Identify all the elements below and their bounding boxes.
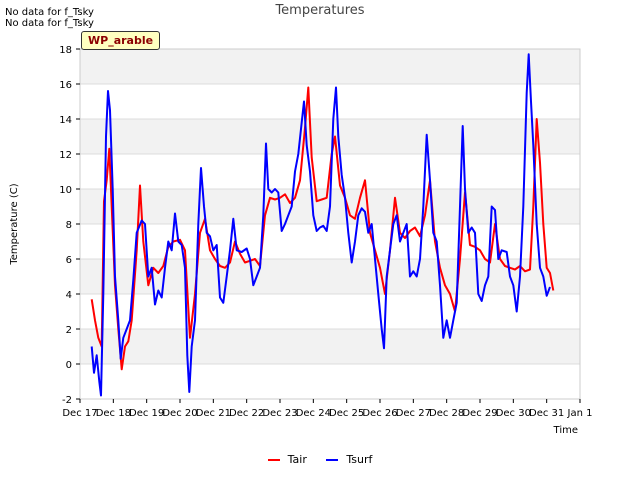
x-tick-label: Dec 21 bbox=[196, 408, 231, 419]
y-tick-label: 12 bbox=[59, 150, 72, 161]
y-tick-label: 14 bbox=[59, 115, 72, 126]
band-16 bbox=[80, 49, 580, 84]
band-4 bbox=[80, 259, 580, 294]
legend-swatch-tair bbox=[267, 459, 280, 461]
legend-label-tair: Tair bbox=[287, 453, 307, 466]
no-data-note-1: No data for f_Tsky bbox=[5, 7, 94, 18]
y-axis-title: Temperature (C) bbox=[9, 183, 20, 265]
x-tick-label: Dec 29 bbox=[462, 408, 497, 419]
x-tick-label: Dec 25 bbox=[329, 408, 364, 419]
x-axis-title: Time bbox=[553, 425, 578, 436]
x-tick-label: Dec 20 bbox=[162, 408, 197, 419]
x-tick-label: Dec 17 bbox=[62, 408, 97, 419]
x-tick-label: Dec 31 bbox=[529, 408, 564, 419]
x-tick-label: Dec 27 bbox=[396, 408, 431, 419]
y-tick-label: 8 bbox=[66, 220, 72, 231]
legend-item-tsurf[interactable]: Tsurf bbox=[326, 453, 372, 466]
y-tick-label: -2 bbox=[62, 395, 72, 406]
legend-label-tsurf: Tsurf bbox=[346, 453, 373, 466]
legend-item-tair[interactable]: Tair bbox=[267, 453, 307, 466]
x-tick-label: Dec 30 bbox=[496, 408, 531, 419]
x-tick-label: Dec 23 bbox=[262, 408, 297, 419]
series-line-tair bbox=[90, 86, 555, 371]
band-12 bbox=[80, 119, 580, 154]
no-data-note-2: No data for f_Tsky bbox=[5, 18, 94, 29]
x-tick-label: Dec 22 bbox=[229, 408, 264, 419]
x-tick-label: Dec 24 bbox=[296, 408, 331, 419]
chart-title: Temperatures bbox=[274, 3, 364, 18]
x-tick-label: Dec 18 bbox=[96, 408, 131, 419]
legend-swatch-tsurf bbox=[326, 459, 339, 461]
site-label-badge: WP_arable bbox=[81, 31, 161, 50]
y-tick-label: 6 bbox=[66, 255, 72, 266]
series-line-tsurf bbox=[90, 53, 551, 397]
x-tick-label: Dec 19 bbox=[129, 408, 164, 419]
y-tick-label: 0 bbox=[66, 360, 72, 371]
legend: Tair Tsurf bbox=[0, 453, 640, 466]
y-tick-label: 18 bbox=[59, 45, 72, 56]
band-0 bbox=[80, 329, 580, 364]
y-axis-ticks: -2 0 2 4 6 8 10 12 14 16 18 bbox=[59, 45, 80, 406]
y-tick-label: 10 bbox=[59, 185, 72, 196]
series-lines bbox=[90, 53, 555, 397]
y-tick-label: 4 bbox=[66, 290, 72, 301]
y-tick-label: 16 bbox=[59, 80, 72, 91]
x-tick-label: Dec 28 bbox=[429, 408, 464, 419]
plot-bands bbox=[80, 49, 580, 364]
x-tick-label: Dec 26 bbox=[362, 408, 397, 419]
x-tick-label: Jan 1 bbox=[567, 408, 593, 419]
y-tick-label: 2 bbox=[66, 325, 72, 336]
